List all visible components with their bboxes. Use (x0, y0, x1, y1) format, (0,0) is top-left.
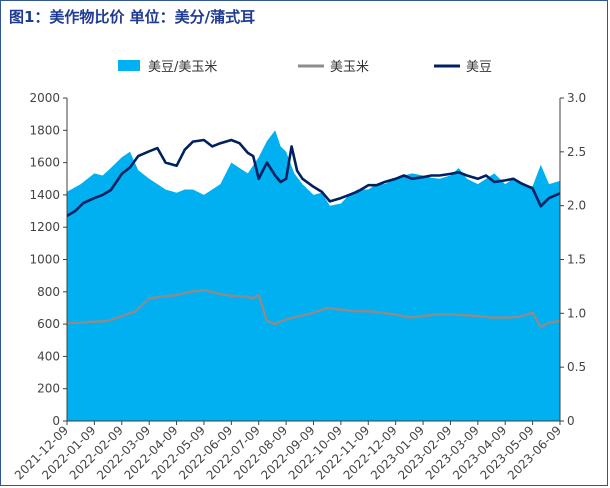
plot-area (66, 130, 561, 422)
legend-label-1: 美玉米 (330, 60, 369, 75)
left-tick-label: 800 (37, 285, 60, 299)
chart-title: 图1：美作物比价 单位：美分/蒲式耳 (9, 8, 256, 26)
legend-swatch-0 (118, 60, 140, 71)
right-tick-label: 0 (567, 414, 575, 428)
right-tick-label: 2.5 (567, 145, 586, 159)
right-tick-label: 0.5 (567, 360, 586, 374)
left-tick-label: 0 (52, 414, 60, 428)
left-tick-label: 1400 (29, 188, 60, 202)
left-tick-label: 1600 (29, 156, 60, 170)
right-tick-label: 1.0 (567, 306, 586, 320)
right-tick-label: 3.0 (567, 91, 586, 105)
right-tick-label: 1.5 (567, 253, 586, 267)
left-tick-label: 200 (37, 382, 60, 396)
series-line-2 (66, 138, 561, 218)
left-tick-label: 1800 (29, 123, 60, 137)
legend-label-2: 美豆 (466, 60, 492, 75)
left-tick-label: 600 (37, 317, 60, 331)
left-tick-label: 1000 (29, 253, 60, 267)
legend-label-0: 美豆/美玉米 (148, 60, 217, 75)
left-tick-label: 2000 (29, 91, 60, 105)
left-tick-label: 1200 (29, 220, 60, 234)
series-line-1 (66, 289, 561, 329)
left-tick-label: 400 (37, 349, 60, 363)
legend: 美豆/美玉米 美玉米 美豆 (118, 60, 492, 75)
series-area-0 (67, 130, 560, 422)
right-tick-label: 2.0 (567, 199, 586, 213)
